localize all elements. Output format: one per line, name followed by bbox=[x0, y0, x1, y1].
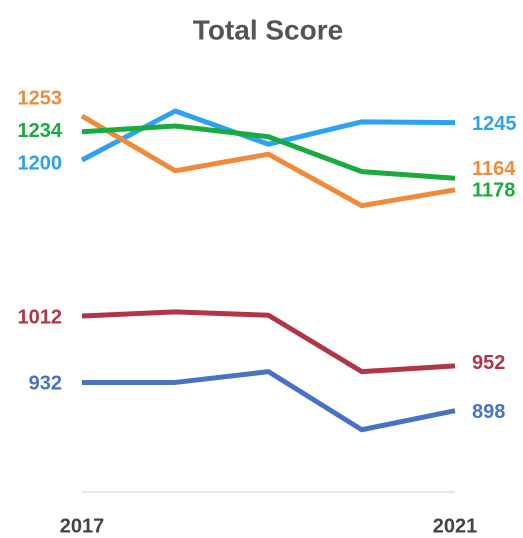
x-tick-label: 2017 bbox=[60, 515, 105, 537]
value-label: 952 bbox=[472, 352, 505, 374]
value-label: 1253 bbox=[18, 87, 63, 109]
line bbox=[80, 113, 456, 209]
chart-title: Total Score bbox=[193, 14, 343, 45]
x-tick-label: 2021 bbox=[433, 515, 478, 537]
value-label: 1234 bbox=[18, 120, 63, 142]
value-label: 898 bbox=[472, 401, 505, 423]
value-label: 1012 bbox=[18, 306, 63, 328]
value-label: 1178 bbox=[472, 180, 515, 202]
line bbox=[82, 369, 456, 433]
value-label: 1164 bbox=[472, 158, 516, 180]
value-label: 932 bbox=[29, 373, 62, 395]
value-label: 1245 bbox=[472, 113, 517, 135]
line bbox=[81, 123, 456, 181]
value-label: 1200 bbox=[18, 152, 63, 174]
line bbox=[81, 309, 456, 375]
